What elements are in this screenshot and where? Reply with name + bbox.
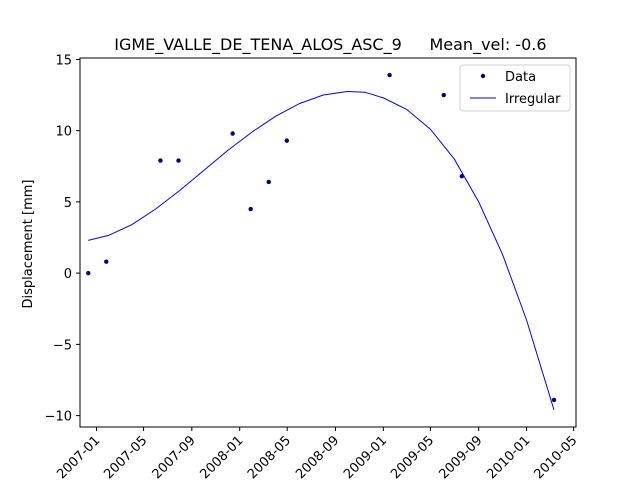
y-axis-title: Displacement [mm] xyxy=(21,180,36,309)
x-tick-label: 2007-09 xyxy=(150,433,199,480)
plot-area xyxy=(79,57,577,428)
y-tick-label: 0 xyxy=(64,267,72,282)
data-point xyxy=(551,397,557,403)
y-tick-label: −10 xyxy=(45,410,72,425)
x-tick-label: 2010-01 xyxy=(484,433,533,480)
x-tick-label: 2010-05 xyxy=(531,433,580,480)
data-point xyxy=(176,158,181,163)
data-point xyxy=(266,179,271,185)
data-point xyxy=(248,206,253,212)
x-tick-label: 2008-01 xyxy=(198,433,247,480)
data-point xyxy=(104,259,109,264)
data-point xyxy=(284,138,289,143)
title-mean-velocity: Mean_vel: -0.6 xyxy=(429,35,546,55)
x-tick-label: 2007-01 xyxy=(54,433,103,480)
x-tick-label: 2008-09 xyxy=(293,433,342,480)
x-tick-label: 2009-09 xyxy=(436,433,485,480)
data-point xyxy=(230,131,235,136)
legend-label: Data xyxy=(505,70,536,85)
legend-box xyxy=(459,64,571,112)
data-point xyxy=(158,158,163,163)
y-tick-label: −5 xyxy=(53,338,72,353)
plot-frame xyxy=(79,57,577,428)
series-line-irregular xyxy=(88,90,555,411)
x-tick-label: 2009-05 xyxy=(388,433,437,480)
data-point xyxy=(387,72,392,78)
data-point xyxy=(441,92,446,98)
legend-marker-swatch xyxy=(480,73,486,79)
y-tick-label: 5 xyxy=(64,196,72,211)
title-text: IGME_VALLE_DE_TENA_ALOS_ASC_9 xyxy=(114,35,402,55)
y-tick-label: 10 xyxy=(55,125,72,140)
x-tick-label: 2007-05 xyxy=(101,433,150,480)
legend: Data Irregular xyxy=(459,64,571,112)
data-point xyxy=(86,270,91,276)
y-axis: −10 −5 0 5 10 15 xyxy=(45,53,80,425)
y-tick-label: 15 xyxy=(55,53,72,68)
legend-label: Irregular xyxy=(505,92,561,107)
x-tick-label: 2008-05 xyxy=(245,433,294,480)
chart-title: IGME_VALLE_DE_TENA_ALOS_ASC_9 Mean_vel: … xyxy=(114,35,546,55)
x-tick-label: 2009-01 xyxy=(341,433,390,480)
